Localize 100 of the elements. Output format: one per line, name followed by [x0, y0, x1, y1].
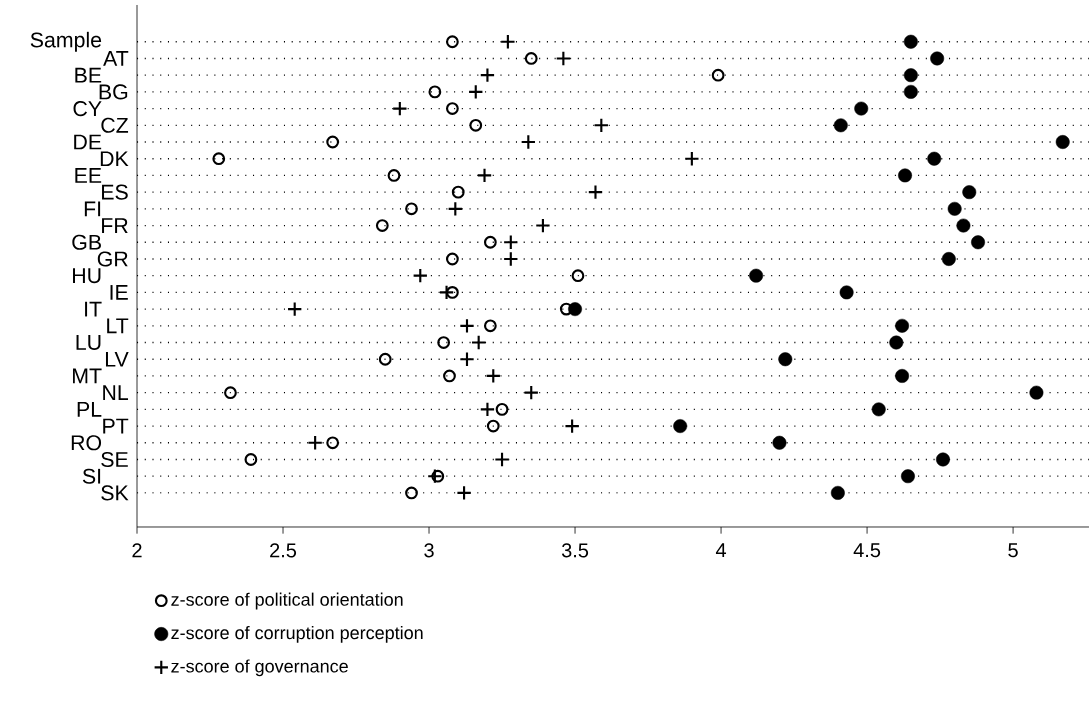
point	[437, 336, 451, 349]
point	[830, 485, 845, 500]
x-tick-label: 4	[715, 543, 727, 558]
x-tick-label: 2.5	[270, 543, 297, 558]
point	[405, 486, 418, 500]
point	[524, 52, 538, 65]
y-tick-label: CY	[73, 101, 102, 117]
point	[854, 101, 869, 116]
point	[593, 117, 610, 134]
point	[503, 251, 519, 267]
y-tick-label: LV	[105, 351, 129, 367]
point	[956, 218, 971, 233]
point	[405, 202, 418, 216]
point	[456, 485, 472, 501]
point	[684, 150, 700, 167]
point	[307, 435, 323, 451]
point	[445, 102, 459, 115]
point	[962, 185, 977, 200]
point	[559, 302, 573, 316]
y-tick-label: BG	[99, 84, 128, 100]
point	[903, 68, 918, 83]
y-tick-label: CZ	[101, 117, 129, 133]
legend-label: z-score of governance	[171, 659, 348, 677]
y-tick-label: PL	[77, 402, 102, 417]
x-tick-label: 4.5	[853, 543, 881, 558]
point	[412, 267, 428, 284]
point	[871, 402, 886, 417]
y-tick-label: Sample	[30, 31, 102, 52]
point	[476, 167, 493, 184]
point	[375, 219, 389, 232]
y-tick-label: SE	[101, 451, 128, 468]
point	[749, 268, 764, 283]
y-tick-label: GR	[97, 251, 128, 267]
point	[901, 469, 915, 484]
point	[451, 185, 465, 199]
point	[438, 284, 455, 301]
y-tick-label: FR	[102, 218, 128, 233]
y-tick-label: FI	[84, 201, 101, 217]
point	[772, 435, 787, 450]
y-tick-label: BE	[75, 67, 102, 83]
point	[1029, 385, 1044, 400]
point	[927, 151, 942, 166]
point	[555, 50, 572, 67]
y-tick-label: HU	[73, 268, 101, 284]
point	[494, 451, 510, 468]
point	[1055, 135, 1070, 149]
y-tick-label: SI	[82, 468, 101, 484]
point	[523, 384, 539, 401]
point	[443, 369, 456, 383]
point	[483, 235, 497, 249]
legend-label: z-score of political orientation	[171, 592, 403, 610]
point	[378, 352, 392, 366]
point	[903, 34, 918, 49]
point	[895, 369, 910, 383]
point	[564, 418, 580, 434]
legend-label: z-score of corruption perception	[171, 626, 423, 643]
x-tick-label: 2	[132, 543, 142, 558]
point	[889, 335, 904, 350]
point	[486, 419, 500, 433]
point	[479, 67, 496, 83]
point	[535, 217, 551, 234]
y-tick-label: DK	[100, 151, 129, 167]
point	[936, 452, 950, 467]
point	[587, 184, 604, 200]
point	[479, 401, 496, 418]
y-tick-label: ES	[102, 184, 128, 200]
y-tick-label: LU	[76, 335, 101, 350]
point	[483, 319, 497, 333]
point	[431, 469, 445, 483]
point	[895, 318, 910, 333]
point	[244, 453, 258, 466]
point	[903, 84, 918, 99]
point	[571, 269, 585, 283]
point	[445, 252, 459, 266]
point	[520, 134, 537, 150]
point	[428, 85, 442, 99]
point	[459, 351, 475, 367]
point	[445, 285, 459, 299]
point	[286, 301, 303, 317]
point	[568, 302, 582, 317]
point	[459, 318, 475, 334]
y-tick-label: DE	[74, 134, 102, 150]
point	[673, 419, 688, 433]
point	[326, 436, 340, 450]
x-tick-label: 3	[424, 543, 434, 558]
point	[947, 201, 962, 216]
point	[485, 368, 502, 384]
y-tick-label: EE	[75, 168, 102, 183]
y-tick-label: MT	[73, 368, 102, 384]
point	[898, 168, 912, 183]
point	[445, 35, 459, 49]
point	[778, 352, 793, 367]
x-tick-label: 3.5	[561, 543, 589, 558]
point	[447, 201, 464, 217]
y-tick-label: IE	[110, 285, 128, 300]
point	[839, 285, 854, 300]
point	[495, 402, 509, 416]
point	[971, 235, 985, 250]
point	[833, 118, 848, 133]
point	[387, 169, 401, 182]
